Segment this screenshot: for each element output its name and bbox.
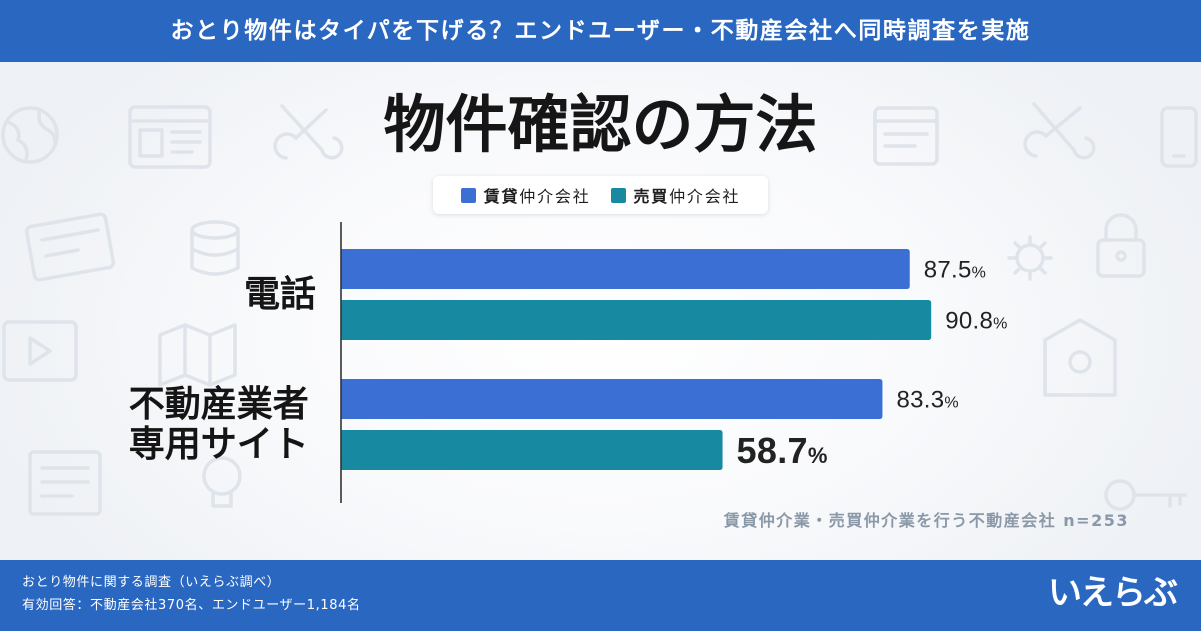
database-icon — [190, 220, 240, 276]
legend-label: 売買仲介会社 — [634, 183, 741, 207]
legend-label: 賃貸仲介会社 — [484, 183, 591, 207]
legend-label-emphasis: 賃貸 — [483, 187, 520, 206]
legend-swatch — [610, 187, 626, 203]
value-unit: % — [944, 395, 959, 412]
category-label: 不動産業者専用サイト — [122, 383, 316, 465]
legend-label-rest: 仲介会社 — [669, 187, 741, 206]
value-number: 58.7 — [737, 430, 808, 471]
chart-legend: 賃貸仲介会社 売買仲介会社 — [433, 176, 768, 214]
globe-icon — [1, 106, 59, 164]
value-number: 87.5 — [924, 257, 972, 284]
wrench-icon — [273, 104, 344, 160]
key-icon — [1104, 479, 1187, 511]
wrench-icon — [1023, 102, 1096, 160]
value-unit: % — [993, 316, 1008, 333]
category-label: 電話 — [243, 273, 316, 315]
browser-window-icon — [128, 105, 212, 169]
shield-icon — [1043, 318, 1117, 397]
brand-logo: いえらぶ — [1048, 573, 1178, 613]
header-banner: おとり物件はタイパを下げる？エンドユーザー・不動産会社へ同時調査を実施 — [0, 0, 1201, 62]
value-label: 90.8% — [945, 308, 1007, 335]
bar-series-1-category-0 — [341, 300, 932, 340]
value-unit: % — [972, 265, 987, 282]
respondents-count: 有効回答：不動産会社370名、エンドユーザー1,184名 — [22, 598, 361, 613]
bar-series-0-category-1 — [341, 379, 883, 419]
legend-label-rest: 仲介会社 — [519, 187, 591, 206]
value-label: 58.7% — [737, 430, 828, 471]
bar-series-0-category-0 — [341, 249, 910, 289]
footer-band: おとり物件に関する調査（いえらぶ調べ） 有効回答：不動産会社370名、エンドユー… — [0, 560, 1201, 631]
browser-window-icon — [873, 106, 939, 166]
category-label-text: 電話 — [243, 273, 316, 315]
value-number: 90.8 — [945, 308, 993, 335]
value-number: 83.3 — [896, 387, 944, 414]
category-label-text: 不動産業者専用サイト — [128, 383, 309, 465]
map-icon — [158, 323, 237, 387]
lock-icon — [1096, 213, 1146, 278]
survey-name: おとり物件に関する調査（いえらぶ調べ） — [22, 575, 281, 590]
value-label: 87.5% — [924, 257, 986, 284]
card-icon — [24, 212, 116, 282]
lightbulb-icon — [202, 456, 242, 508]
legend-item-0: 賃貸仲介会社 — [460, 183, 591, 207]
sample-note: 賃貸仲介業・売買仲介業を行う不動産会社 n=253 — [723, 511, 1129, 530]
legend-swatch — [460, 187, 476, 203]
banner-text: おとり物件はタイパを下げる？エンドユーザー・不動産会社へ同時調査を実施 — [170, 18, 1031, 44]
value-unit: % — [808, 443, 828, 468]
legend-label-emphasis: 売買 — [633, 187, 670, 206]
value-label: 83.3% — [896, 387, 958, 414]
phone-icon — [1160, 106, 1198, 168]
gear-icon — [1007, 235, 1053, 281]
document-icon — [28, 450, 102, 516]
bar-series-1-category-1 — [341, 430, 723, 470]
chart-title: 物件確認の方法 — [383, 88, 818, 161]
legend-item-1: 売買仲介会社 — [610, 183, 741, 207]
video-player-icon — [2, 320, 78, 382]
